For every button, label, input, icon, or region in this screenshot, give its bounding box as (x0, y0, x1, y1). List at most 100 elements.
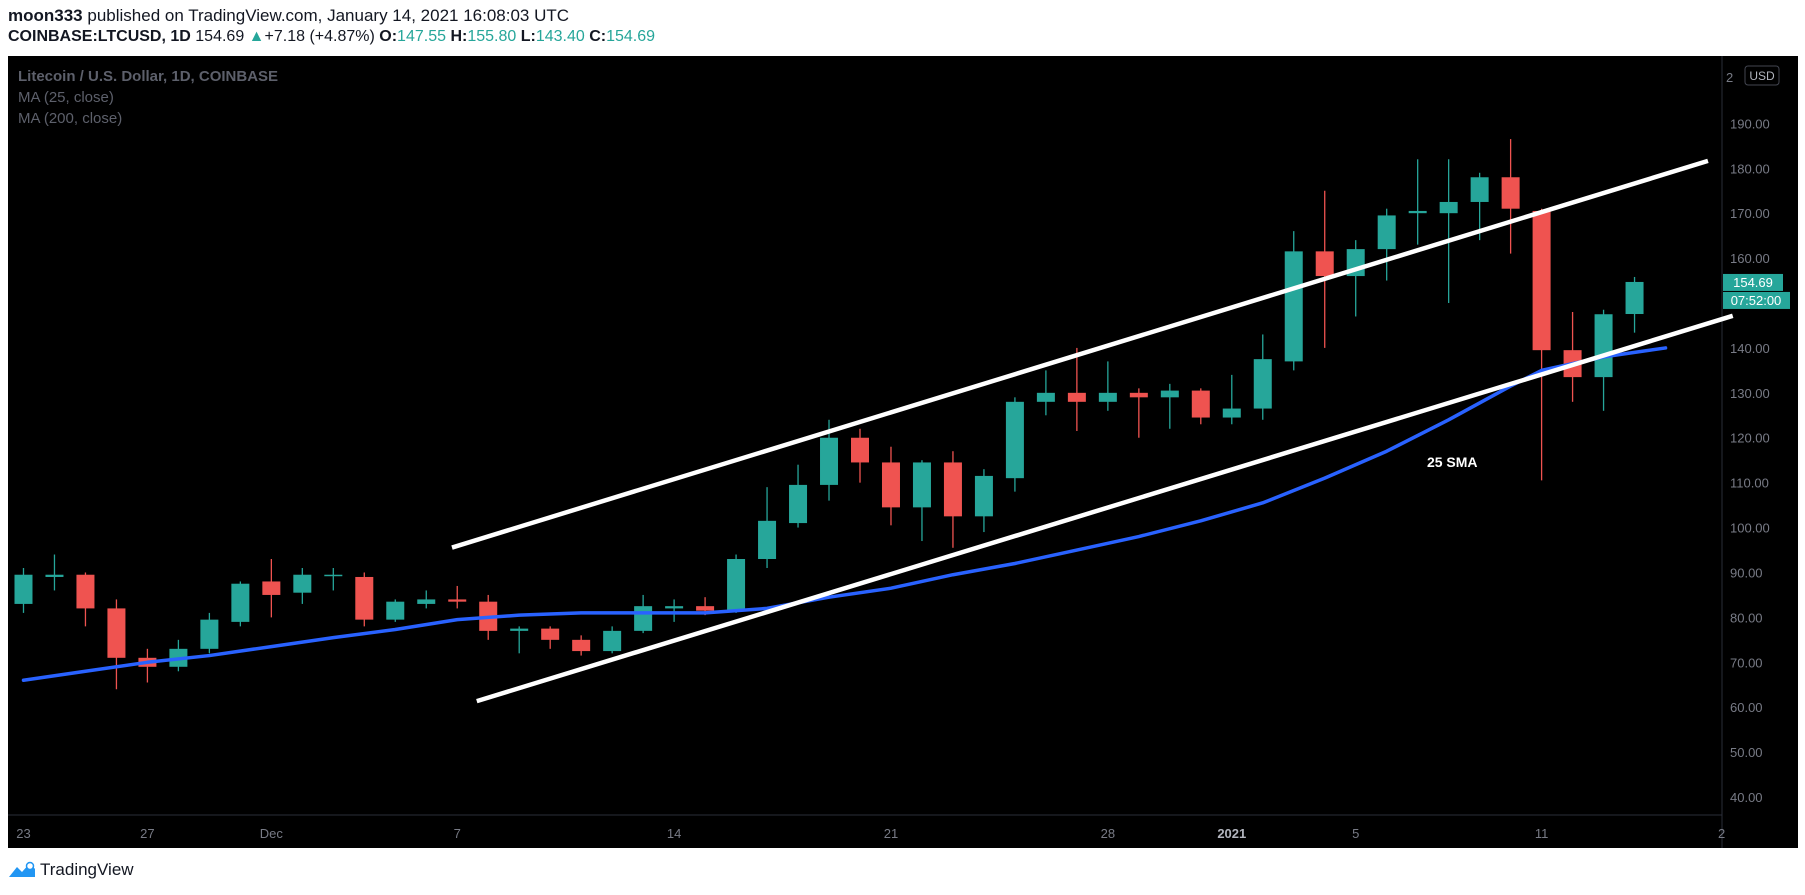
candle (1222, 374, 1241, 425)
time-tick-label: 27 (140, 826, 154, 841)
candle-body (293, 574, 312, 593)
price-change: +7.18 (+4.87%) (264, 28, 375, 45)
candle-body (634, 606, 653, 631)
candle (851, 428, 869, 483)
candle-body (417, 599, 436, 604)
candle-body (665, 606, 684, 609)
candle-body (45, 574, 64, 577)
price-tick-label: 140.00 (1730, 341, 1770, 356)
low-label: L: (520, 28, 536, 45)
candle-body (1005, 401, 1024, 479)
candle-body (1377, 215, 1396, 250)
candle-body (1501, 177, 1520, 209)
symbol-header: COINBASE:LTCUSD, 1D 154.69 ▲+7.18 (+4.87… (8, 28, 655, 46)
candle-body (1315, 251, 1334, 277)
candle (448, 585, 467, 609)
candle-body (510, 628, 529, 631)
chart-background (8, 56, 1798, 848)
candle (943, 451, 962, 548)
candle-body (448, 599, 467, 602)
price-tick-label: 170.00 (1730, 206, 1770, 221)
candle (14, 567, 33, 613)
candles[interactable] (14, 139, 1644, 690)
up-arrow-icon: ▲ (248, 28, 265, 45)
candle-body (200, 619, 219, 649)
price-tick-top-cut: 2 (1726, 70, 1733, 85)
price-tick-label: 70.00 (1730, 655, 1763, 670)
candle (541, 626, 560, 649)
publish-header: moon333 published on TradingView.com, Ja… (8, 6, 569, 26)
symbol-name: COINBASE:LTCUSD, 1D (8, 28, 191, 45)
candle-body (1284, 251, 1303, 362)
price-tick-label: 50.00 (1730, 745, 1763, 760)
price-tick-label: 100.00 (1730, 521, 1770, 536)
price-tick-label: 110.00 (1730, 476, 1769, 491)
candle (665, 599, 684, 622)
sma-annotation: 25 SMA (1427, 454, 1478, 470)
candle-body (1594, 314, 1613, 378)
candle-body (943, 462, 962, 517)
candle-body (1532, 210, 1551, 351)
time-tick-label: 2021 (1217, 826, 1246, 841)
candle-body (1098, 392, 1117, 402)
candle (1377, 208, 1396, 281)
candle-body (851, 437, 869, 463)
close-value: 154.69 (606, 28, 656, 45)
currency-badge[interactable] (1744, 65, 1780, 86)
price-tick-label: 90.00 (1730, 565, 1763, 580)
candle-body (1129, 392, 1148, 398)
candle (1160, 383, 1179, 429)
countdown-tag-label: 07:52:00 (1731, 293, 1782, 308)
legend-ma25[interactable]: MA (25, close) (18, 89, 114, 106)
candle (510, 626, 529, 654)
candle-body (1160, 390, 1179, 398)
candle (603, 626, 622, 654)
candle (1129, 388, 1148, 438)
candle-body (541, 628, 560, 640)
candle-body (76, 574, 95, 609)
candle (1439, 159, 1458, 304)
candle-body (1439, 201, 1458, 214)
candle-body (1253, 359, 1272, 409)
time-tick-label: Dec (260, 826, 284, 841)
trendlines[interactable] (451, 158, 1734, 704)
candle-body (820, 437, 839, 485)
high-value: 155.80 (467, 28, 517, 45)
candle-body (355, 576, 374, 620)
candle (1005, 397, 1024, 492)
candle (293, 567, 312, 604)
candle-body (1625, 281, 1644, 315)
candle-body (603, 630, 622, 652)
high-label: H: (450, 28, 468, 45)
candle (1067, 347, 1086, 432)
time-tick-label: 5 (1352, 826, 1359, 841)
candle (107, 599, 126, 690)
footer-brand[interactable]: TradingView (40, 860, 134, 879)
candle-body (758, 520, 777, 560)
tradingview-logo-icon[interactable] (8, 861, 36, 879)
price-tick-label: 120.00 (1730, 431, 1770, 446)
candle-body (1222, 408, 1241, 418)
author-name[interactable]: moon333 (8, 6, 83, 25)
currency-label: USD (1749, 69, 1775, 83)
time-tick-label: 11 (1535, 826, 1549, 841)
time-tick-label: 14 (667, 826, 681, 841)
candle-body (324, 574, 343, 577)
price-tick-label: 130.00 (1730, 386, 1770, 401)
candle (1036, 370, 1055, 416)
candle (912, 460, 931, 542)
candle (1315, 190, 1334, 348)
legend-ma200[interactable]: MA (200, close) (18, 110, 122, 127)
candle-body (881, 462, 900, 508)
time-axis[interactable]: 23 27 Dec 7 14 21 28 2021 5 11 (16, 826, 1548, 841)
candle (1532, 208, 1551, 481)
last-price-tag (1723, 273, 1783, 291)
candle-body (1067, 392, 1086, 402)
time-tick-label: 7 (454, 826, 461, 841)
open-value: 147.55 (397, 28, 446, 45)
time-tick-label: 28 (1101, 826, 1115, 841)
candle-body (789, 484, 808, 524)
candle (758, 487, 777, 568)
candle (1191, 388, 1210, 425)
